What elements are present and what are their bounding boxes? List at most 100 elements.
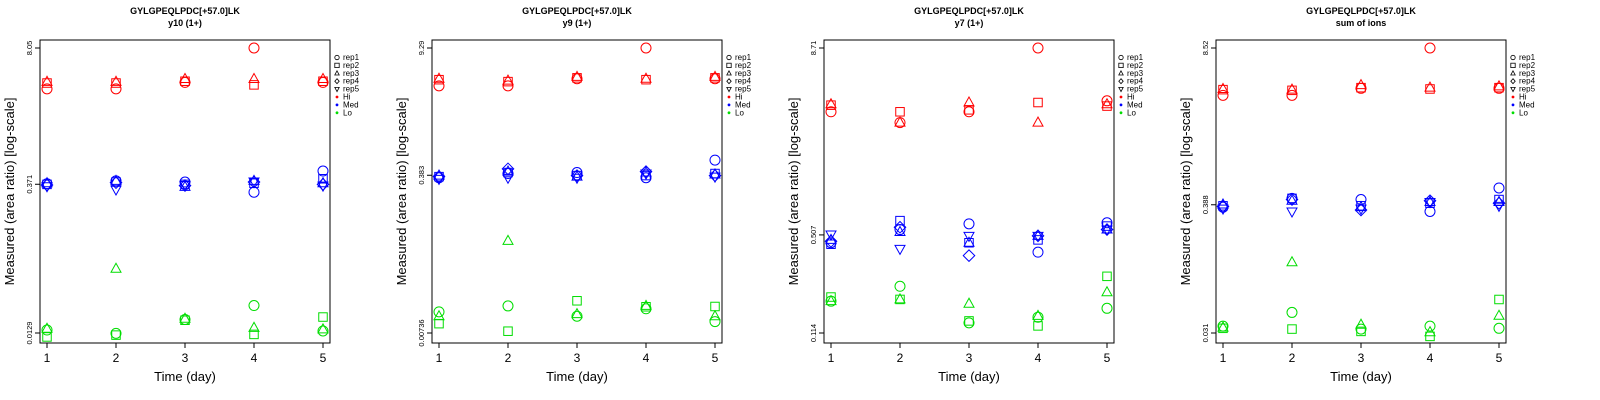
chart-title: GYLGPEQLPDC[+57.0]LK (130, 6, 240, 16)
y-axis-label: Measured (area ratio) [log-scale] (2, 98, 17, 286)
data-point-hi-rep1 (825, 106, 837, 118)
data-point-lo-rep1 (433, 306, 445, 318)
data-point-lo-rep1 (571, 310, 583, 322)
data-point-lo-rep1 (1493, 322, 1505, 334)
data-point-med-rep2 (1033, 235, 1043, 245)
data-point-hi-rep2 (111, 78, 121, 88)
data-point-hi-rep2 (42, 78, 52, 88)
data-point-hi-rep3 (825, 97, 837, 109)
legend-rep2-label: rep2 (343, 61, 360, 70)
x-tick-label: 1 (1220, 351, 1227, 365)
data-point-med-rep4 (893, 220, 907, 234)
data-point-lo-rep3 (110, 262, 122, 273)
legend-rep1-label: rep1 (735, 53, 752, 62)
plot-frame (431, 39, 723, 344)
data-point-med-rep3 (1101, 223, 1113, 234)
data-point-med-rep4 (432, 170, 446, 184)
data-point-hi-rep1 (110, 83, 122, 95)
data-point-med-rep5 (1032, 231, 1044, 243)
data-point-lo-rep2 (249, 329, 259, 340)
data-point-med-rep3 (825, 233, 837, 244)
data-point-med-rep1 (571, 167, 583, 179)
data-point-hi-rep1 (1286, 89, 1298, 101)
data-point-hi-rep3 (1286, 83, 1298, 94)
data-point-lo-rep2 (1425, 331, 1435, 342)
data-point-hi-rep3 (179, 72, 191, 83)
data-point-lo-rep2 (434, 318, 444, 329)
data-point-hi-rep3 (1493, 79, 1505, 91)
data-point-lo-rep2 (1494, 294, 1504, 305)
data-point-lo-rep2 (1356, 326, 1366, 337)
legend-rep5-label: rep5 (735, 85, 752, 94)
y-axis-label: Measured (area ratio) [log-scale] (786, 98, 801, 286)
y-tick-label: 8.52 (1201, 41, 1210, 56)
legend-rep3-marker (334, 69, 340, 76)
data-point-hi-rep3 (433, 72, 445, 83)
data-point-lo-rep2 (964, 316, 974, 326)
x-tick-label: 5 (1104, 351, 1111, 365)
legend-rep5-marker (1510, 87, 1516, 93)
x-axis-label: Time (day) (938, 369, 1000, 384)
data-point-lo-rep2 (318, 312, 328, 322)
data-point-lo-rep3 (1424, 325, 1436, 337)
y-tick-label: 0.031 (1201, 324, 1210, 343)
legend-lo-label: Lo (1519, 108, 1528, 117)
data-point-med-rep5 (1217, 204, 1229, 216)
legend-rep5-label: rep5 (343, 85, 360, 94)
data-point-lo-rep3 (317, 322, 329, 334)
data-point-lo-rep3 (1355, 318, 1367, 329)
x-tick-label: 5 (320, 351, 327, 365)
data-point-hi-rep3 (502, 74, 514, 85)
data-point-hi-rep2 (1218, 84, 1228, 95)
y-tick-label: 0.371 (25, 175, 34, 194)
data-point-hi-rep1 (1424, 42, 1436, 54)
data-point-lo-rep3 (41, 322, 53, 333)
data-point-lo-rep1 (41, 324, 53, 336)
legend-lo-marker (1511, 111, 1515, 115)
legend-med-marker (1511, 103, 1515, 107)
data-point-lo-rep3 (1493, 309, 1505, 320)
data-point-med-rep3 (571, 170, 583, 181)
data-point-med-rep3 (433, 169, 445, 180)
y-tick-label: 0.0129 (25, 322, 34, 345)
data-point-lo-rep3 (1286, 255, 1298, 267)
data-point-hi-rep3 (110, 75, 122, 86)
data-point-hi-rep3 (1101, 97, 1113, 109)
y-tick-label: 9.29 (417, 41, 426, 56)
y-axis-label: Measured (area ratio) [log-scale] (394, 98, 409, 286)
data-point-med-rep3 (248, 174, 260, 185)
legend-med-label: Med (1127, 100, 1143, 109)
legend-med-marker (1119, 103, 1123, 107)
data-point-lo-rep3 (640, 299, 652, 310)
data-point-med-rep5 (571, 173, 583, 185)
legend-rep2-label: rep2 (1519, 61, 1536, 70)
data-point-med-rep1 (248, 186, 260, 198)
data-point-hi-rep3 (571, 70, 583, 81)
legend-rep3-label: rep3 (735, 69, 752, 78)
data-point-med-rep5 (433, 174, 445, 186)
data-point-lo-rep1 (110, 327, 122, 339)
data-point-med-rep4 (109, 176, 123, 190)
data-point-hi-rep1 (1032, 42, 1044, 54)
data-point-lo-rep3 (248, 321, 260, 332)
x-tick-label: 2 (113, 351, 120, 365)
x-axis-label: Time (day) (1330, 369, 1392, 384)
legend-rep1-label: rep1 (1519, 53, 1536, 62)
legend-rep2-marker (334, 62, 340, 69)
legend-rep2-marker (726, 62, 732, 69)
x-tick-label: 1 (436, 351, 443, 365)
y-tick-label: 8.71 (809, 41, 818, 56)
data-point-hi-rep3 (709, 70, 721, 81)
data-point-hi-rep1 (433, 80, 445, 92)
chart-panel-3: GYLGPEQLPDC[+57.0]LK y7 (1+) 1 2 3 4 5 Time (da… (786, 6, 1144, 384)
data-point-med-rep5 (825, 230, 837, 242)
legend-rep3-marker (726, 69, 732, 76)
data-point-hi-rep1 (502, 80, 514, 92)
legend-rep1-marker (726, 54, 732, 61)
legend-rep4-label: rep4 (735, 77, 752, 86)
legend-lo-label: Lo (1127, 108, 1136, 117)
chart-title: GYLGPEQLPDC[+57.0]LK (1306, 6, 1416, 16)
data-point-hi-rep2 (249, 80, 259, 90)
data-point-lo-rep2 (1102, 271, 1112, 282)
data-point-med-rep3 (963, 236, 975, 247)
